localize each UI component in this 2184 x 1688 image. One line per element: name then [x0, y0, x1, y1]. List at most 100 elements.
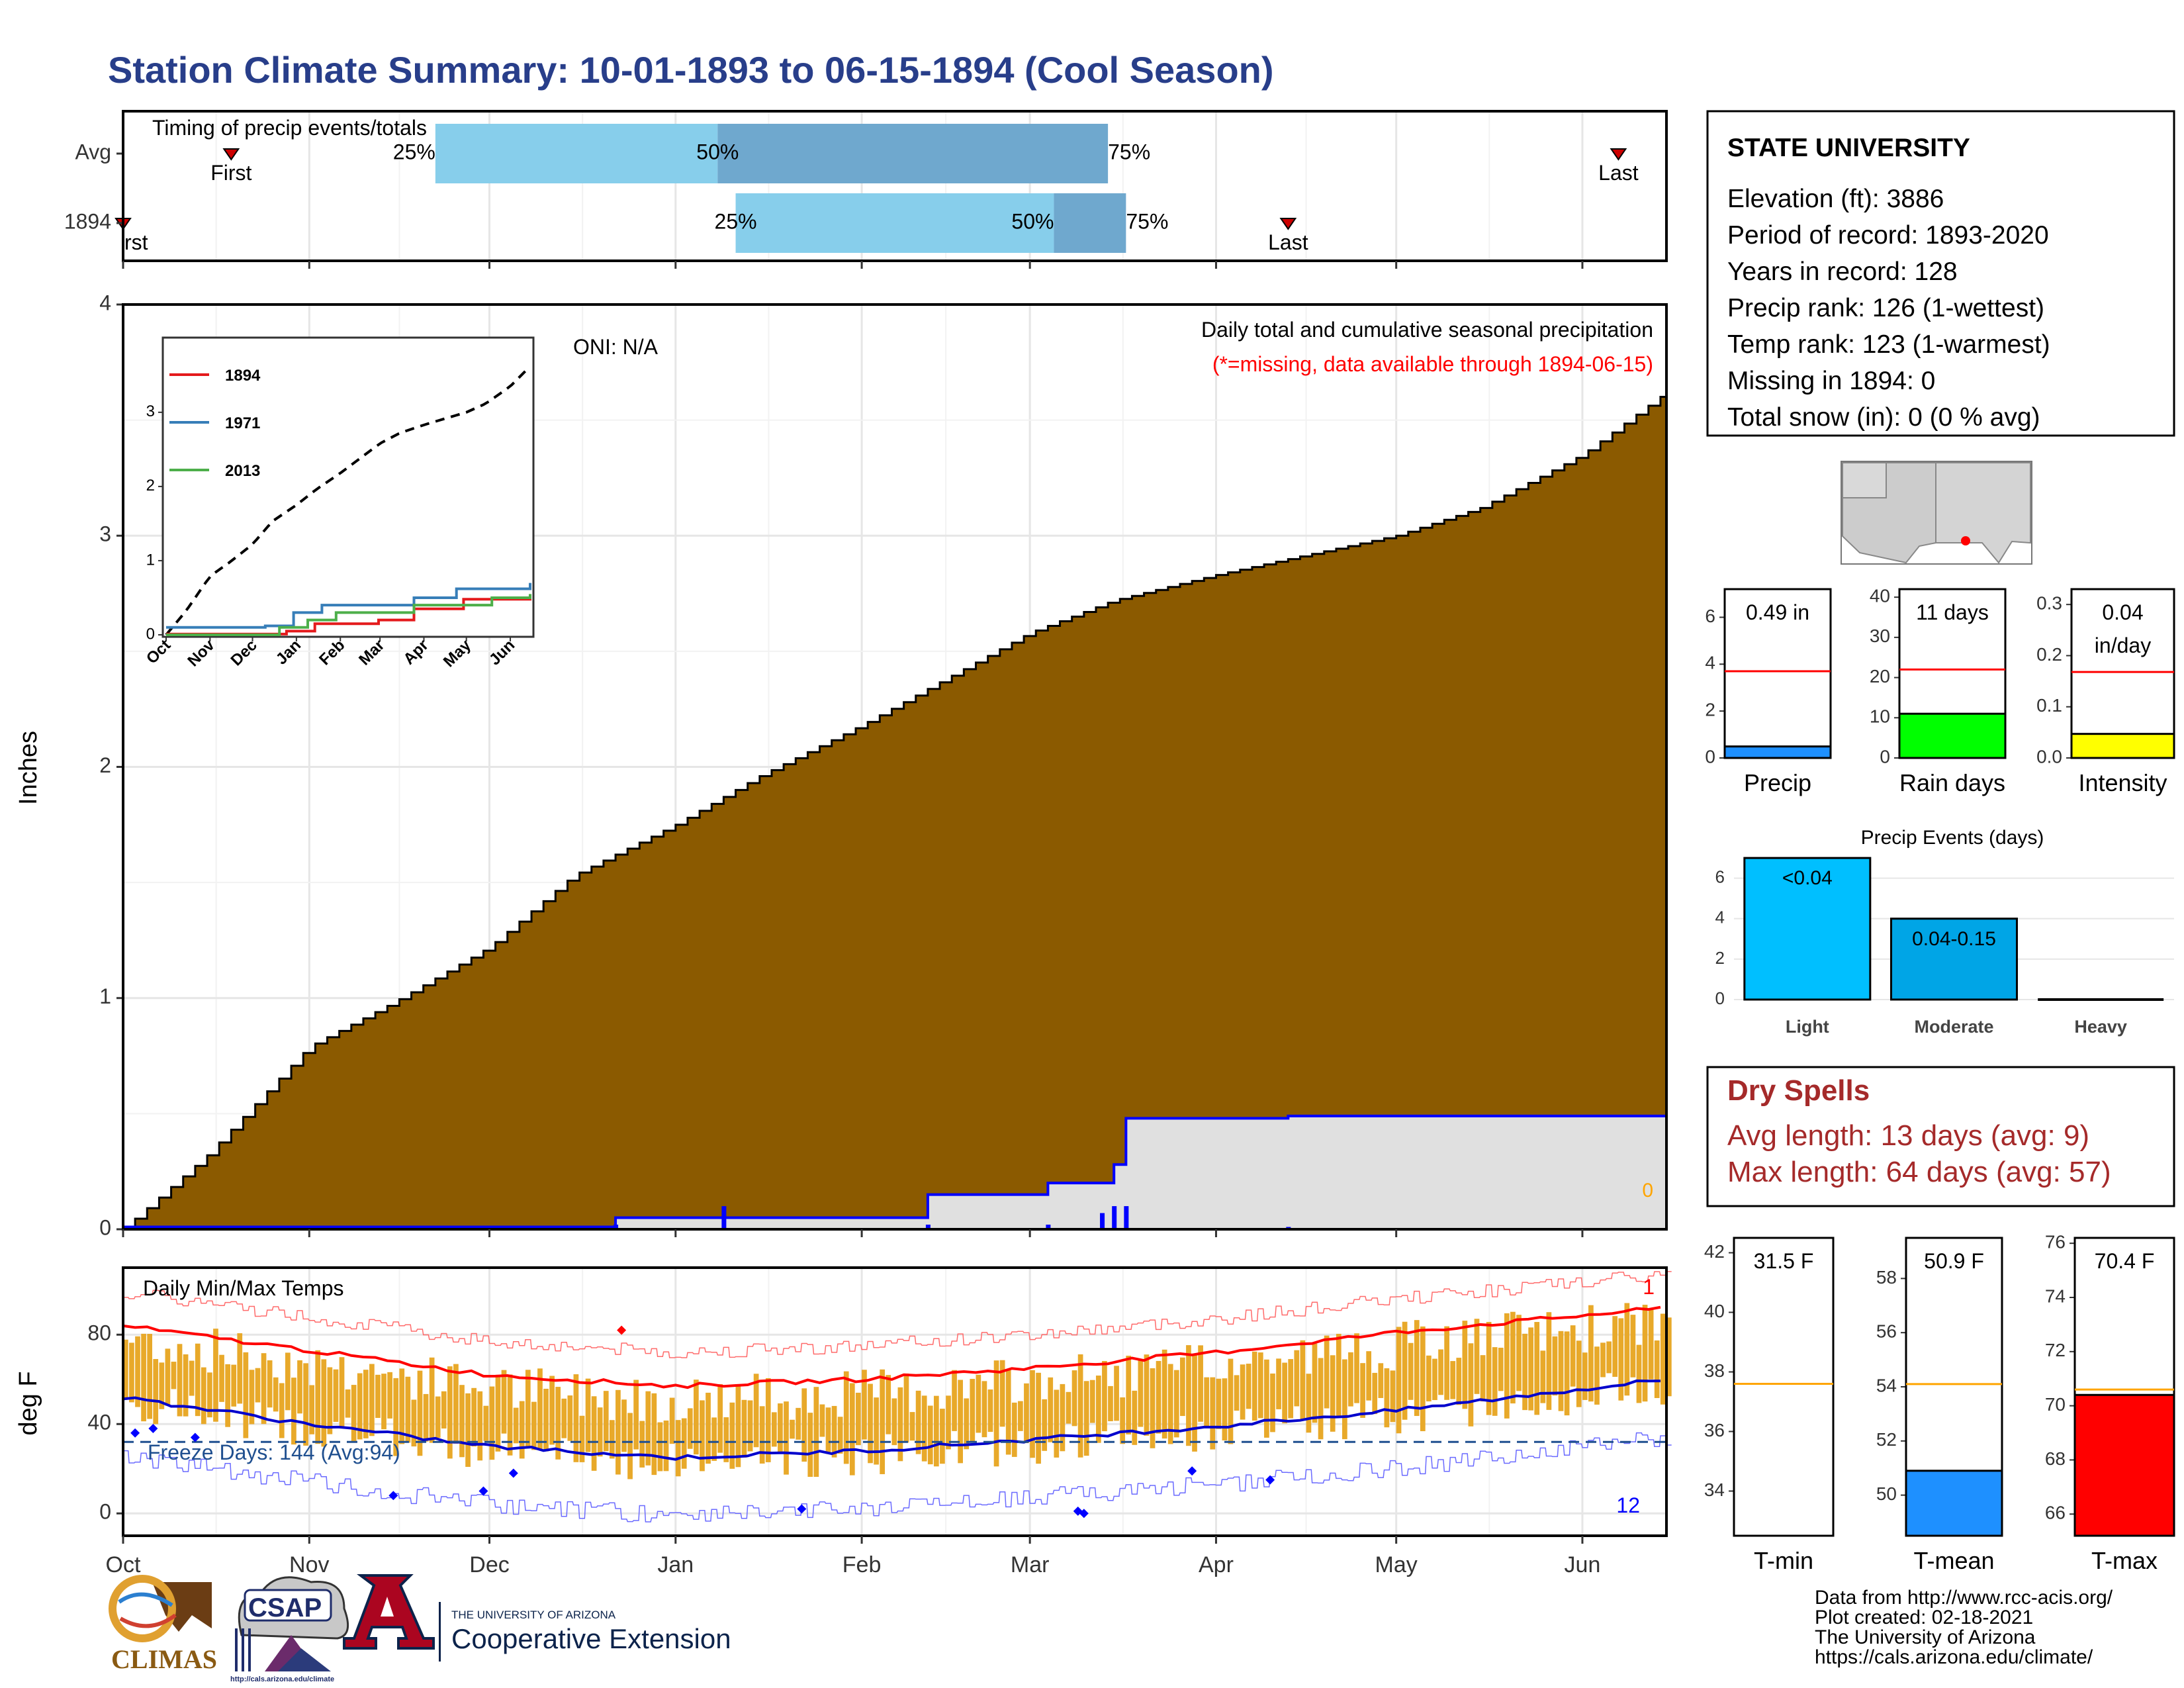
daily-temp-bar — [1156, 1360, 1161, 1434]
daily-temp-bar — [219, 1354, 224, 1402]
last-event-marker — [1279, 218, 1297, 230]
daily-temp-bar — [531, 1401, 537, 1450]
timing-title: Timing of precip events/totals — [152, 116, 427, 140]
daily-temp-bar — [831, 1405, 837, 1458]
mini-y-tick-label: 0.2 — [2036, 644, 2062, 665]
daily-temp-bar — [243, 1352, 249, 1438]
daily-temp-bar — [1257, 1352, 1263, 1419]
mini-y-tick-label: 36 — [1704, 1420, 1725, 1440]
daily-temp-bar — [453, 1364, 459, 1444]
mini-bar — [1723, 745, 1832, 759]
daily-temp-bar — [189, 1360, 195, 1396]
first-event-label: First — [210, 161, 251, 185]
daily-temp-bar — [796, 1407, 801, 1440]
daily-temp-bar — [771, 1412, 777, 1447]
avg-cumulative-outline — [123, 395, 1666, 1231]
daily-temp-bar — [375, 1374, 381, 1419]
daily-temp-bar — [880, 1369, 886, 1474]
daily-temp-bar — [1144, 1354, 1150, 1436]
dry-spells-title: Dry Spells — [1727, 1074, 1870, 1107]
daily-temp-bar — [369, 1364, 375, 1436]
temp-panel-title: Daily Min/Max Temps — [143, 1276, 343, 1300]
station-line: Elevation (ft): 3886 — [1727, 185, 1944, 213]
mini-frame — [1723, 588, 1832, 759]
inset-series-line — [166, 598, 531, 635]
daily-temp-bar — [417, 1370, 423, 1456]
daily-temp-bar — [1005, 1369, 1011, 1455]
events-title: Precip Events (days) — [1861, 827, 2044, 849]
daily-temp-bar — [273, 1377, 279, 1412]
daily-temp-bar — [537, 1368, 543, 1450]
credits: Data from http://www.rcc-acis.org/ Plot … — [1815, 1587, 2113, 1668]
daily-temp-bar — [561, 1398, 567, 1438]
avg-min-line — [122, 1380, 1661, 1461]
daily-temp-bar — [1534, 1322, 1540, 1415]
daily-temp-bar — [159, 1362, 165, 1409]
x-tick-label: Mar — [1011, 1552, 1050, 1577]
daily-temp-bar — [1054, 1389, 1060, 1458]
mini-bar-chart: 0 2 4 6 0.49 in Precip — [1705, 588, 1832, 796]
daily-temp-bar — [231, 1364, 237, 1407]
station-line: Missing in 1894: 0 — [1727, 367, 1935, 395]
events-y-tick-label: 4 — [1715, 908, 1725, 927]
daily-temp-bar — [801, 1388, 807, 1462]
events-y-tick-label: 6 — [1715, 867, 1725, 887]
x-tick-label: May — [1375, 1552, 1418, 1577]
daily-temp-bar — [207, 1372, 212, 1418]
daily-temp-bar — [1294, 1350, 1300, 1407]
daily-temp-bar — [1630, 1315, 1636, 1378]
daily-temp-bar — [1120, 1397, 1125, 1444]
daily-temp-bar — [579, 1415, 585, 1462]
daily-temp-bar — [1077, 1354, 1083, 1458]
y-tick-label: 4 — [99, 291, 111, 314]
daily-temp-bar — [1132, 1390, 1138, 1445]
daily-temp-bar — [315, 1350, 321, 1444]
station-line: Precip rank: 126 (1-wettest) — [1727, 294, 2044, 322]
daily-temp-bar — [1161, 1349, 1167, 1439]
mini-y-tick-label: 58 — [1876, 1267, 1897, 1288]
daily-temp-bar — [555, 1387, 561, 1460]
daily-temp-bar — [1192, 1353, 1197, 1452]
x-tick-label: Feb — [842, 1552, 882, 1577]
x-tick-label: Jan — [657, 1552, 694, 1577]
daily-temp-bar — [1030, 1370, 1035, 1458]
daily-temp-bar — [1024, 1383, 1029, 1444]
daily-temp-bar — [465, 1393, 471, 1467]
precip-events-chart: Precip Events (days) 0 2 4 6 <0.04 Light 0.04-0… — [1715, 827, 2174, 1037]
daily-temp-bar — [843, 1371, 849, 1464]
record-low-marker — [1187, 1466, 1197, 1476]
daily-temp-bar — [1276, 1358, 1281, 1409]
inset-average-line — [165, 367, 530, 636]
daily-precip-bar — [1112, 1206, 1117, 1229]
daily-temp-bar — [1366, 1351, 1372, 1401]
daily-temp-bar — [1060, 1383, 1066, 1452]
daily-precip-bar — [1124, 1206, 1129, 1229]
record-low-marker — [1079, 1509, 1089, 1519]
record-low-marker — [797, 1504, 807, 1514]
daily-temp-bar — [1354, 1333, 1359, 1403]
daily-temp-bar — [1600, 1342, 1606, 1378]
ua-logo: THE UNIVERSITY OF ARIZONA Cooperative Ex… — [343, 1574, 731, 1662]
daily-temp-bar — [165, 1348, 171, 1406]
daily-temp-bar — [1648, 1309, 1654, 1380]
daily-temp-bar — [1552, 1336, 1558, 1396]
daily-temp-bar — [1456, 1358, 1462, 1405]
daily-temp-bar — [987, 1389, 993, 1432]
daily-temp-bar — [399, 1368, 405, 1444]
daily-temp-bar — [357, 1373, 363, 1440]
mini-y-tick-label: 10 — [1870, 706, 1890, 727]
daily-temp-bar — [903, 1373, 909, 1443]
daily-temp-bar — [501, 1370, 507, 1434]
precip-annotation: Daily total and cumulative seasonal prec… — [1201, 318, 1653, 342]
daily-temp-bar — [1083, 1381, 1089, 1456]
observed-cumulative-area — [123, 1115, 1666, 1229]
mini-value-label: 31.5 F — [1754, 1249, 1814, 1273]
mini-category-label: T-min — [1754, 1547, 1813, 1574]
daily-temp-bar — [309, 1385, 315, 1434]
daily-temp-bar — [1582, 1352, 1588, 1400]
daily-temp-bar — [1312, 1343, 1318, 1423]
daily-temp-bar — [1066, 1391, 1071, 1424]
daily-temp-bar — [886, 1375, 891, 1434]
record-marker — [190, 1432, 200, 1442]
